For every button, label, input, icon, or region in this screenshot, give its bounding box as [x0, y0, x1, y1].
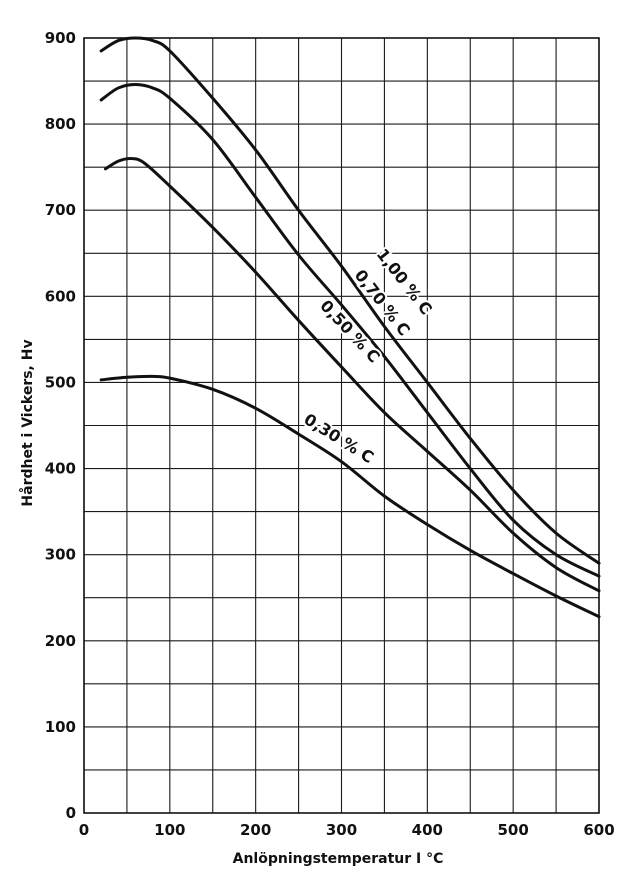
y-tick-label: 400 — [45, 460, 76, 478]
x-axis-label: Anlöpningstemperatur I °C — [233, 851, 444, 867]
y-tick-label: 300 — [45, 546, 76, 564]
axes: 0 100 200 300 400 500 600 0 100 200 300 400 500 600 70… — [45, 29, 615, 839]
curves — [99, 36, 601, 619]
series-line-2 — [103, 157, 601, 593]
x-tick-label: 500 — [498, 821, 529, 839]
x-tick-label: 400 — [412, 821, 443, 839]
x-tick-label: 0 — [79, 821, 89, 839]
x-tick-label: 200 — [240, 821, 271, 839]
plot-frame — [83, 37, 600, 814]
series-line-1 — [99, 83, 601, 578]
y-tick-label: 500 — [45, 373, 76, 391]
y-tick-label: 900 — [45, 29, 76, 47]
series-line-3 — [99, 374, 601, 619]
y-tick-label: 100 — [45, 718, 76, 736]
x-tick-label: 600 — [583, 821, 614, 839]
y-axis-label: Hårdhet i Vickers, Hv — [19, 339, 36, 506]
x-tick-label: 300 — [326, 821, 357, 839]
series-line-0 — [99, 36, 601, 565]
y-tick-label: 600 — [45, 287, 76, 305]
y-tick-label: 800 — [45, 115, 76, 133]
x-tick-label: 100 — [154, 821, 185, 839]
y-tick-label: 700 — [45, 201, 76, 219]
y-tick-label: 0 — [66, 804, 76, 822]
y-tick-label: 200 — [45, 632, 76, 650]
